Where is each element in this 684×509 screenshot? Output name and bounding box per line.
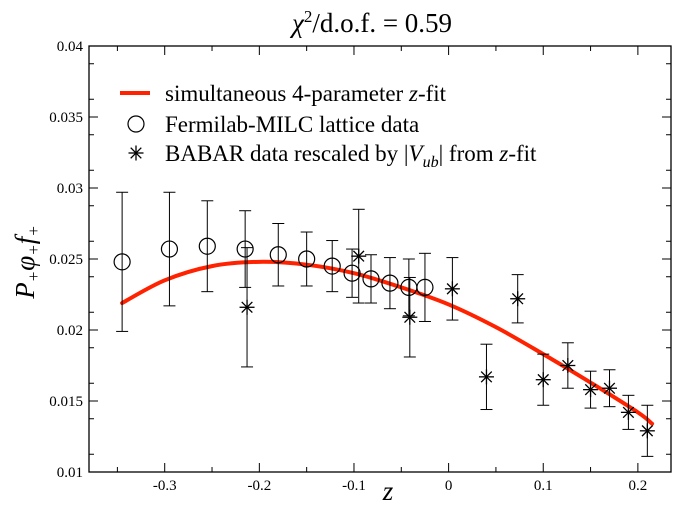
- y-tick-label: 0.025: [49, 252, 83, 268]
- plot-area: [88, 45, 672, 473]
- asterisk-stroke: [130, 147, 142, 159]
- y-tick-label: 0.035: [49, 110, 83, 126]
- legend: simultaneous 4-parameter z-fit Fermilab-…: [120, 81, 537, 171]
- lattice-point: [236, 240, 254, 258]
- x-tick-label: 0.2: [629, 478, 648, 494]
- babar-point: [478, 369, 494, 385]
- x-axis-label: z: [382, 476, 394, 506]
- asterisk-stroke: [603, 382, 616, 394]
- y-tick-label: 0.015: [49, 394, 83, 410]
- x-tick-label: -0.2: [247, 478, 271, 494]
- lattice-point: [298, 250, 316, 268]
- lattice-point: [362, 270, 380, 288]
- asterisk-stroke: [446, 283, 459, 295]
- y-tick-label: 0.02: [57, 323, 83, 339]
- babar-point: [535, 372, 551, 388]
- lattice-point: [416, 278, 434, 296]
- legend-circle-swatch: [127, 115, 145, 133]
- babar-point: [639, 423, 655, 439]
- asterisk-stroke: [511, 292, 524, 305]
- chart-title: χ2/d.o.f. = 0.59: [289, 7, 452, 38]
- lattice-point: [113, 253, 131, 271]
- axis-ticks: [89, 45, 671, 473]
- axis-tick-labels: -0.3 -0.2 -0.1 0 0.1 0.2 0.01 0.015 0.02 0.025 0.0…: [49, 39, 647, 494]
- y-tick-label: 0.03: [57, 181, 83, 197]
- babar-points-layer: [239, 208, 655, 457]
- legend-label-lattice: Fermilab-MILC lattice data: [165, 112, 419, 137]
- babar-point: [239, 299, 255, 315]
- x-tick-label: 0.1: [534, 478, 553, 494]
- y-tick-label: 0.04: [57, 39, 84, 55]
- y-tick-label: 0.01: [57, 465, 83, 481]
- babar-point: [583, 382, 599, 398]
- x-tick-label: 0: [445, 478, 453, 494]
- asterisk-stroke: [537, 373, 550, 386]
- babar-point: [510, 291, 526, 307]
- lattice-point: [160, 240, 179, 258]
- x-tick-label: -0.3: [153, 478, 177, 494]
- babar-point: [620, 404, 636, 420]
- babar-point: [351, 248, 367, 264]
- babar-point: [444, 281, 460, 297]
- asterisk-stroke: [622, 406, 635, 419]
- asterisk-stroke: [584, 383, 597, 396]
- legend-asterisk-mark: [128, 145, 144, 161]
- babar-point: [560, 358, 576, 373]
- babar-point: [402, 309, 418, 325]
- lattice-point: [323, 257, 341, 275]
- asterisk-stroke: [404, 311, 416, 323]
- asterisk-stroke: [480, 371, 493, 383]
- asterisk-stroke: [352, 250, 365, 262]
- legend-label-babar: BABAR data rescaled by |Vub| from z-fit: [165, 141, 537, 171]
- legend-label-fit: simultaneous 4-parameter z-fit: [165, 81, 447, 106]
- legend-asterisk-swatch: [128, 145, 144, 161]
- x-tick-label: -0.1: [342, 478, 366, 494]
- y-axis-label: P+φ+f+: [10, 225, 43, 299]
- asterisk-stroke: [641, 425, 654, 437]
- babar-point: [601, 380, 617, 396]
- lattice-points-layer: [113, 191, 434, 332]
- lattice-point: [343, 264, 361, 282]
- lattice-point: [198, 237, 216, 255]
- asterisk-stroke: [562, 359, 574, 372]
- lattice-point: [269, 246, 287, 264]
- asterisk-stroke: [241, 301, 253, 314]
- lattice-point: [381, 274, 399, 292]
